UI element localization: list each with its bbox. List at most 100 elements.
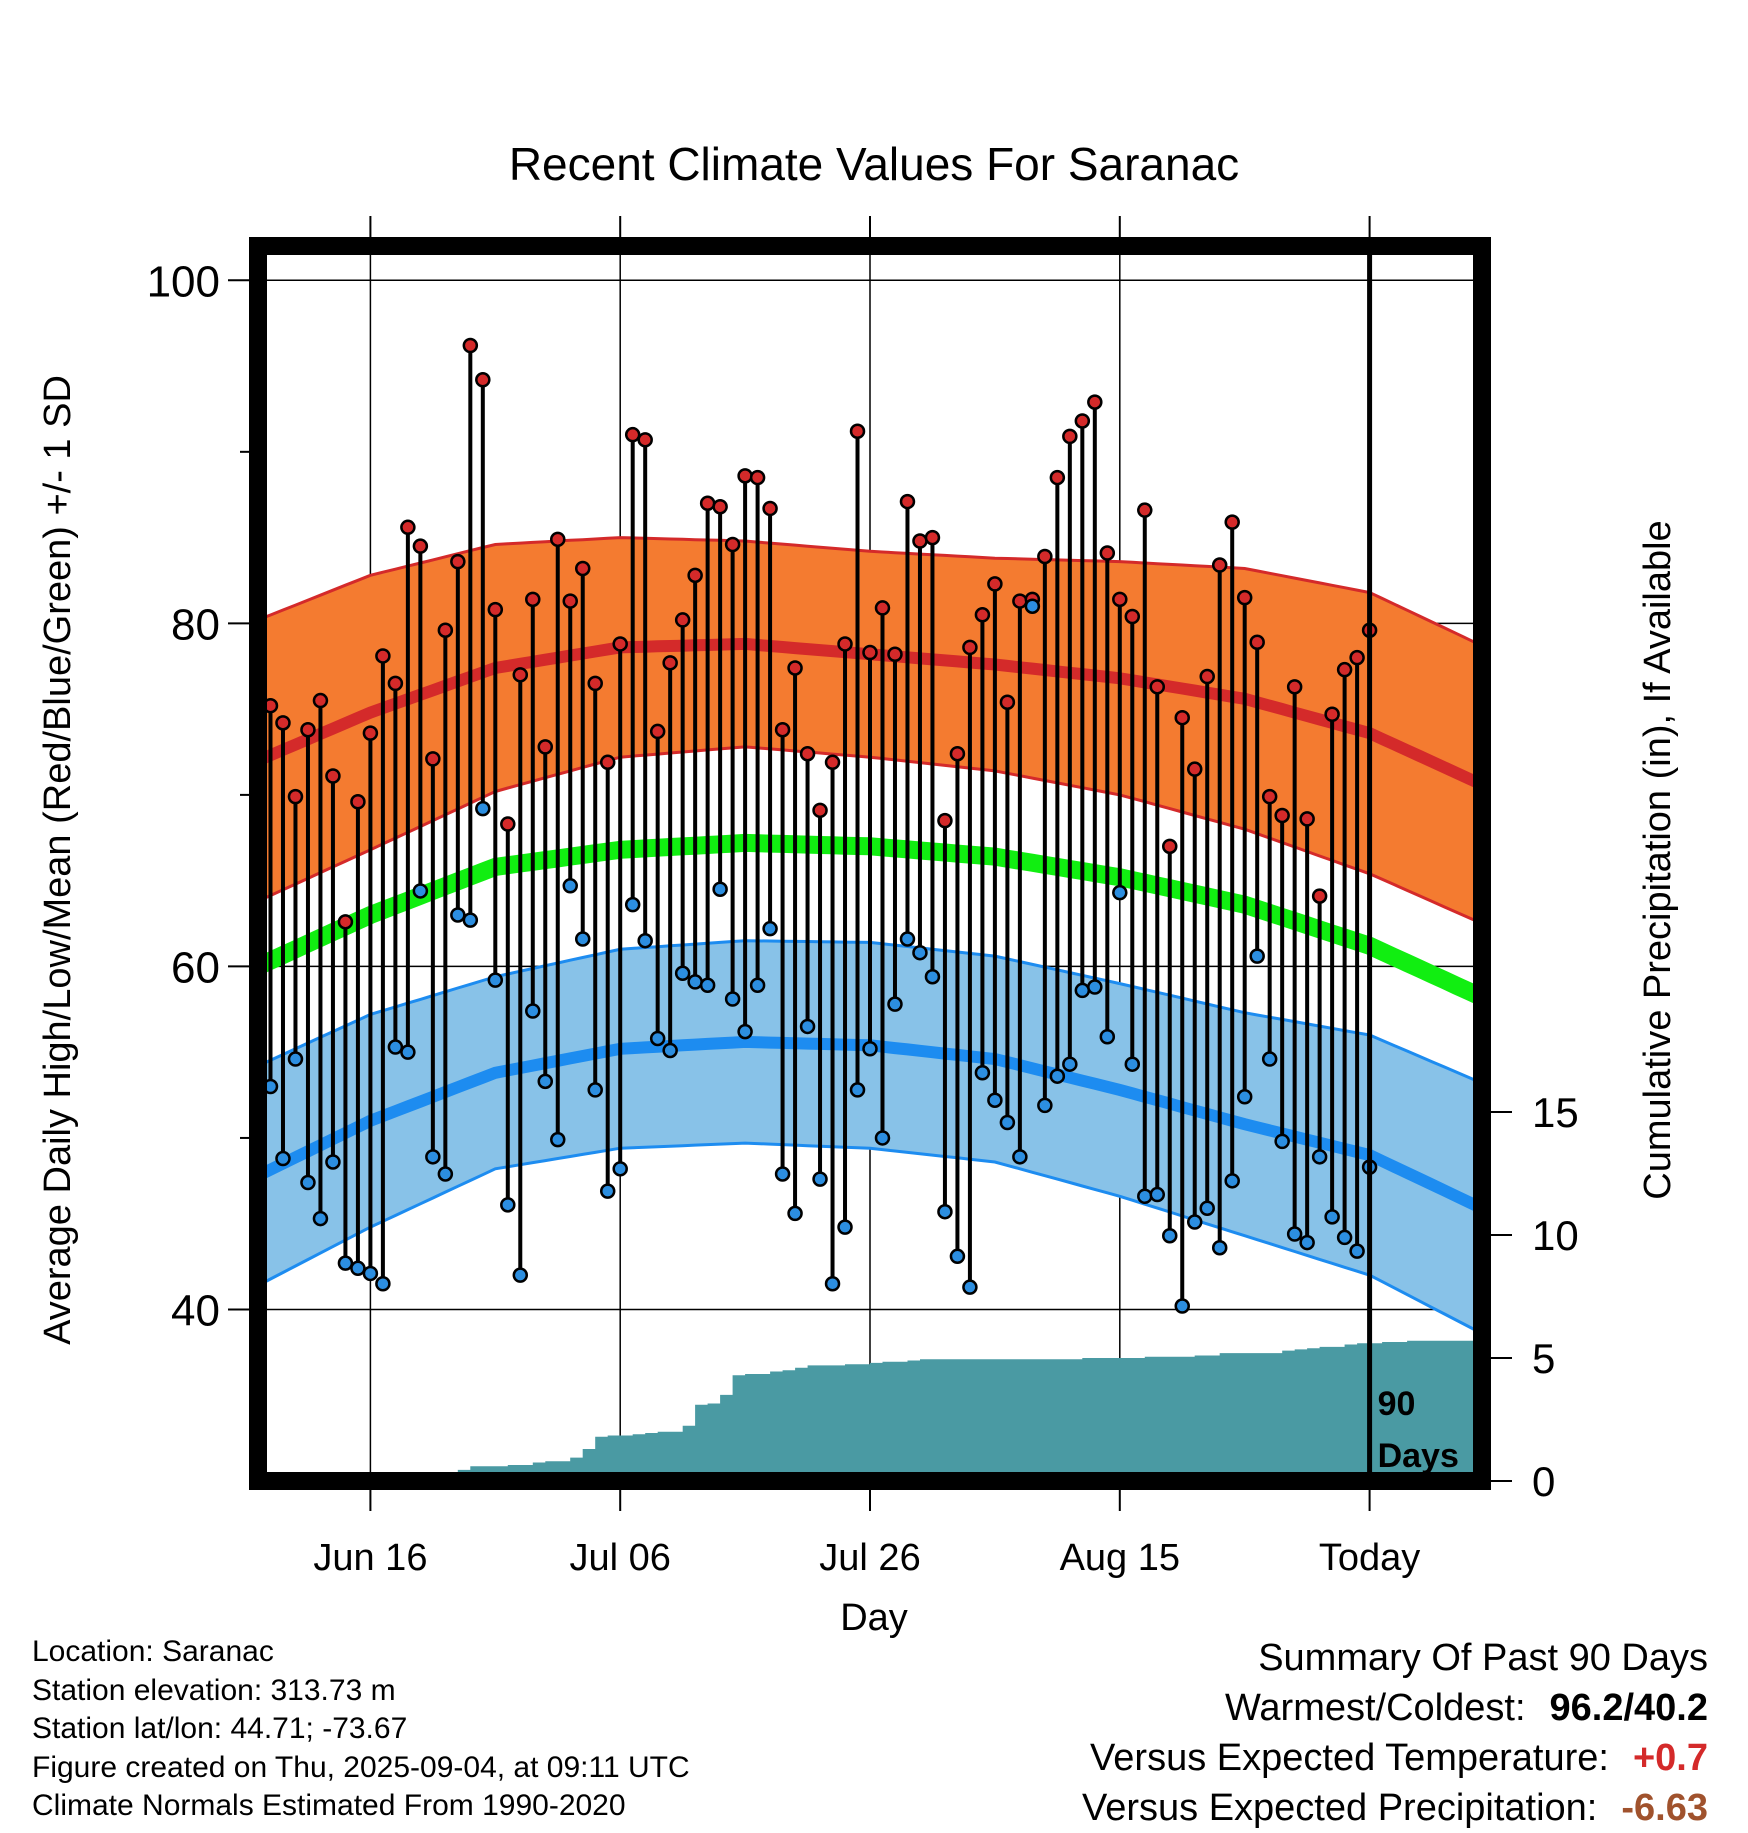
daily-high-point xyxy=(799,745,816,762)
daily-low-point xyxy=(1211,1239,1228,1256)
daily-low-point xyxy=(1349,1243,1365,1259)
today-marker-label: 90 xyxy=(1378,1385,1416,1423)
daily-high-point xyxy=(999,694,1016,711)
daily-high-point xyxy=(862,644,878,661)
daily-high-point xyxy=(287,788,304,805)
daily-high-point xyxy=(425,751,441,767)
daily-high-point xyxy=(874,600,891,616)
daily-low-point xyxy=(1087,979,1103,995)
daily-low-point xyxy=(1149,1186,1166,1203)
daily-high-point xyxy=(1186,761,1203,777)
daily-high-point xyxy=(837,636,853,652)
y-tick-label: 80 xyxy=(171,600,220,649)
daily-high-point xyxy=(699,495,716,512)
daily-low-point xyxy=(325,1154,341,1170)
daily-low-point xyxy=(300,1174,316,1191)
daily-low-point xyxy=(749,977,766,994)
location-text: Location: Saranac xyxy=(32,1635,274,1668)
daily-high-point xyxy=(587,675,603,692)
daily-low-point xyxy=(987,1092,1003,1108)
daily-high-point xyxy=(312,692,329,709)
daily-low-point xyxy=(574,931,591,947)
y2-tick-label: 15 xyxy=(1532,1089,1579,1136)
daily-high-point xyxy=(1174,709,1190,726)
daily-high-point xyxy=(525,591,541,608)
daily-low-point xyxy=(612,1161,628,1177)
daily-low-point xyxy=(862,1041,878,1057)
daily-high-point xyxy=(550,531,566,548)
daily-high-point xyxy=(674,612,691,628)
plot-frame xyxy=(249,237,1491,1490)
daily-low-point xyxy=(1186,1214,1203,1230)
daily-low-point xyxy=(912,944,928,961)
daily-low-point xyxy=(699,977,716,994)
today-marker-label: Days xyxy=(1378,1437,1459,1475)
daily-low-point xyxy=(387,1039,404,1055)
y-tick-label: 60 xyxy=(171,943,220,992)
daily-low-point xyxy=(812,1171,828,1187)
x-tick-label: Today xyxy=(1319,1537,1420,1579)
daily-high-point xyxy=(300,721,316,738)
daily-low-point xyxy=(512,1267,529,1283)
daily-high-point xyxy=(1199,668,1215,685)
daily-high-point xyxy=(362,725,379,741)
daily-high-point xyxy=(325,768,341,784)
daily-low-point xyxy=(899,931,916,947)
plot-area: 90 Days 40 60 80 100 0 5 10 15 Jun 16 Jul 06 Jul 26 A… xyxy=(147,216,1579,1579)
daily-high-point xyxy=(574,560,591,577)
daily-high-point xyxy=(599,754,616,771)
daily-low-point xyxy=(687,974,703,990)
daily-high-point xyxy=(1299,811,1315,827)
daily-high-point xyxy=(899,493,916,510)
daily-low-point xyxy=(1099,1028,1116,1045)
daily-low-point xyxy=(624,896,641,913)
daily-low-point xyxy=(562,878,578,894)
daily-high-point xyxy=(787,660,803,676)
daily-low-point xyxy=(799,1018,816,1035)
daily-low-point xyxy=(487,972,504,988)
daily-low-point xyxy=(787,1205,803,1222)
y2-axis-label: Cumulative Precipitation (in), If Availa… xyxy=(1637,520,1679,1199)
daily-low-point xyxy=(1311,1149,1328,1165)
daily-low-point xyxy=(1062,1056,1078,1072)
daily-low-point xyxy=(425,1149,441,1165)
chart-title: Recent Climate Values For Saranac xyxy=(509,138,1239,190)
x-tick-label: Jul 06 xyxy=(570,1537,671,1579)
daily-high-point xyxy=(400,519,416,536)
daily-low-point xyxy=(1286,1226,1303,1242)
latlon-text: Station lat/lon: 44.71; -73.67 xyxy=(32,1712,408,1745)
daily-low-point xyxy=(462,912,479,928)
daily-high-point xyxy=(1012,593,1028,609)
created-text: Figure created on Thu, 2025-09-04, at 09… xyxy=(32,1750,690,1784)
daily-high-point xyxy=(1211,557,1228,573)
daily-low-point xyxy=(774,1166,791,1182)
daily-high-point xyxy=(1286,679,1303,695)
daily-high-point xyxy=(1099,545,1116,561)
daily-low-point xyxy=(949,1248,966,1265)
daily-high-point xyxy=(487,601,504,618)
daily-low-point xyxy=(737,1023,753,1040)
x-tick-label: Jul 26 xyxy=(819,1537,920,1579)
daily-low-point xyxy=(537,1073,554,1090)
daily-high-point xyxy=(887,646,903,662)
daily-low-point xyxy=(674,965,691,982)
daily-low-point xyxy=(887,996,903,1012)
daily-low-point xyxy=(1299,1234,1315,1251)
daily-low-point xyxy=(1274,1133,1290,1150)
daily-high-point xyxy=(1062,428,1078,445)
daily-low-point xyxy=(287,1051,304,1067)
daily-low-point xyxy=(1174,1298,1190,1314)
daily-low-point xyxy=(1037,1097,1053,1114)
daily-high-point xyxy=(1324,706,1340,723)
daily-low-point xyxy=(437,1166,454,1182)
station-info: Location: Saranac Station elevation: 313… xyxy=(32,1633,690,1826)
daily-high-point xyxy=(662,655,678,671)
y-tick-label: 100 xyxy=(147,257,220,306)
daily-low-point xyxy=(1137,1188,1153,1205)
daily-low-point xyxy=(662,1042,678,1059)
daily-low-point xyxy=(525,1003,541,1019)
daily-low-point xyxy=(824,1275,841,1292)
daily-high-point xyxy=(737,468,753,484)
x-tick-label: Jun 16 xyxy=(313,1537,427,1579)
daily-high-point xyxy=(824,754,841,771)
